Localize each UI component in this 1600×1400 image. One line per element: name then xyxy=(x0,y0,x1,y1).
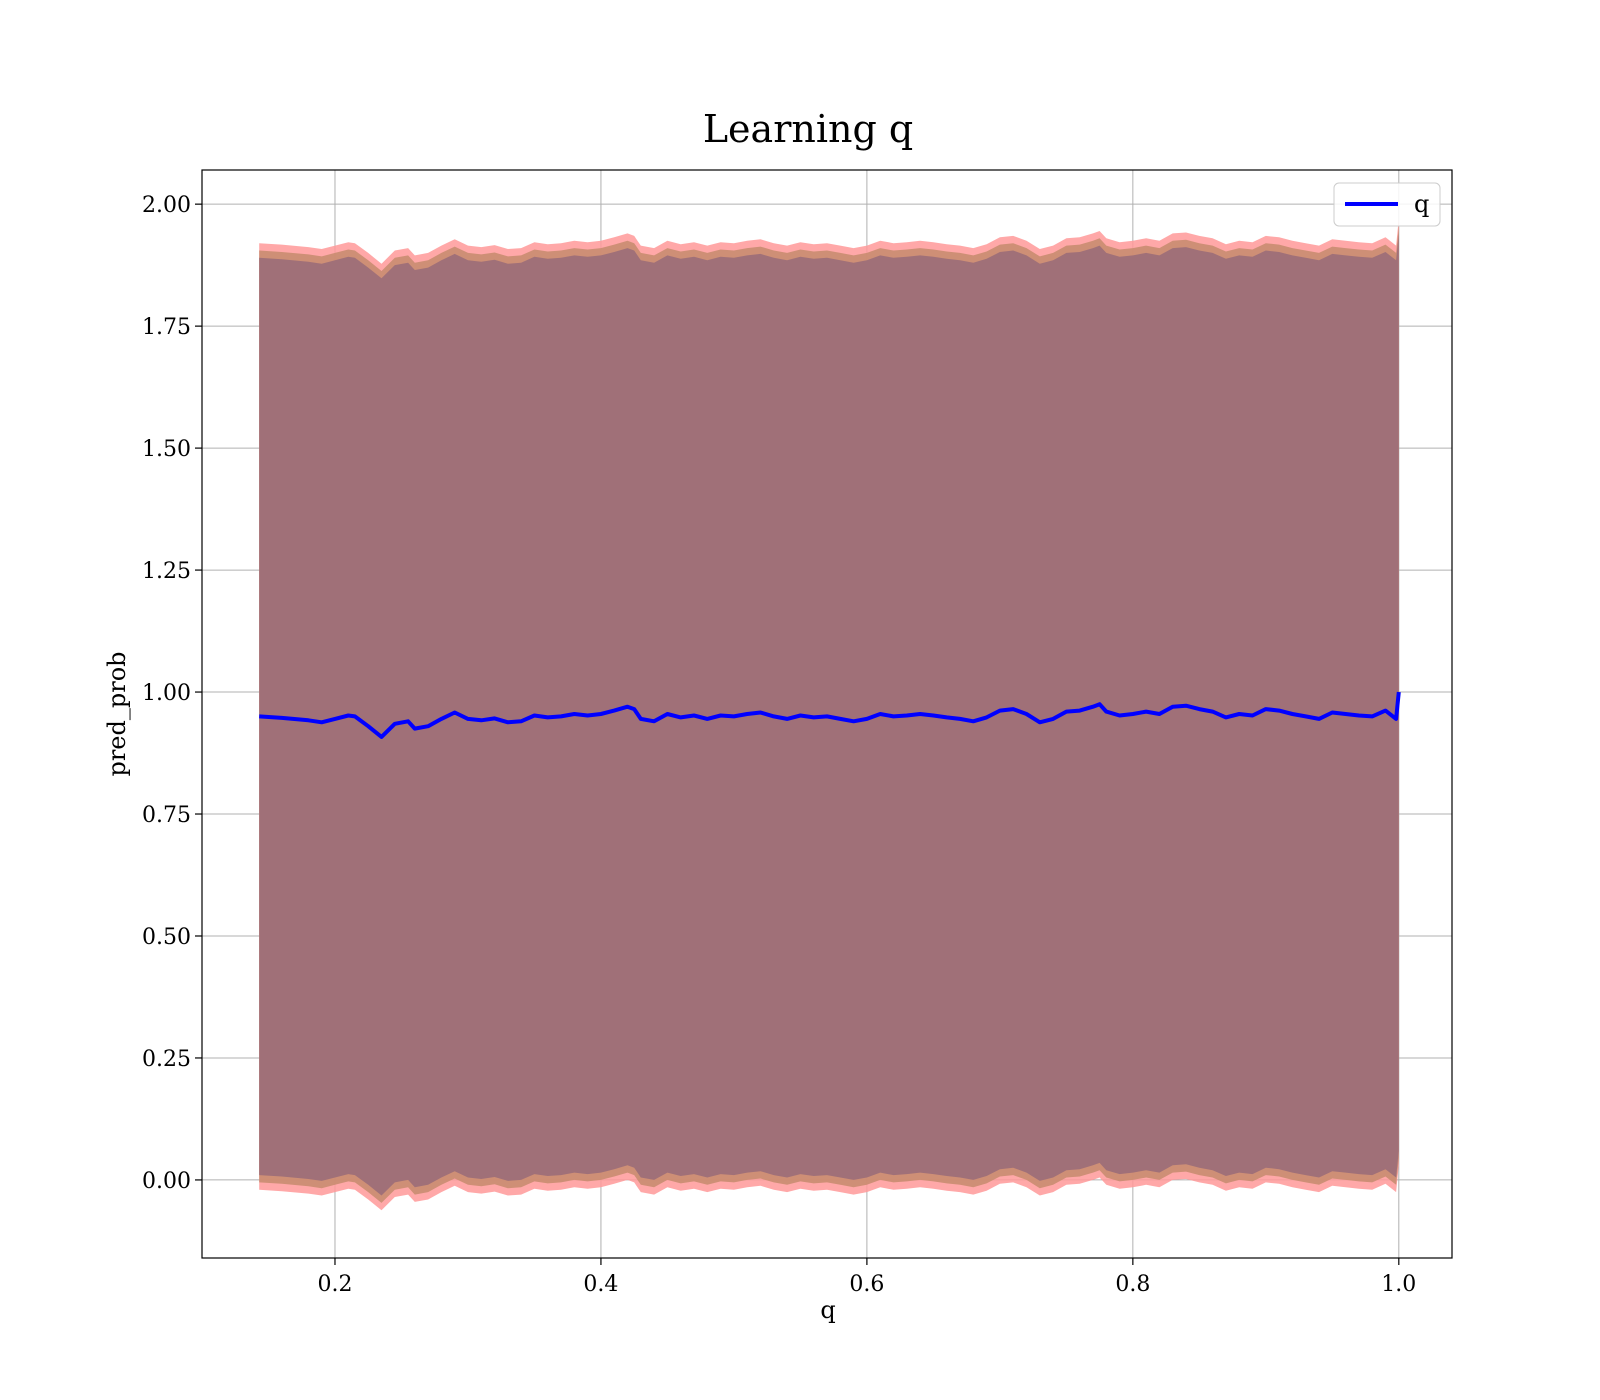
y-tick-label: 1.75 xyxy=(142,315,191,340)
y-axis-label: pred_prob xyxy=(103,651,131,776)
x-tick-label: 0.8 xyxy=(1115,1272,1150,1297)
y-tick-label: 1.00 xyxy=(142,681,191,706)
band-inner xyxy=(259,233,1399,1196)
x-tick-label: 0.4 xyxy=(583,1272,618,1297)
chart-title: Learning q xyxy=(703,107,913,151)
y-tick-label: 0.25 xyxy=(142,1047,191,1072)
x-tick-label: 0.2 xyxy=(317,1272,352,1297)
legend-label-q: q xyxy=(1414,190,1429,218)
x-ticks: 0.2 0.4 0.6 0.8 1.0 xyxy=(317,1258,1416,1297)
x-axis-label: q xyxy=(820,1296,835,1324)
series-lines xyxy=(259,691,1401,739)
y-ticks: 0.00 0.25 0.50 0.75 1.00 1.25 1.50 1.75 2.00 xyxy=(142,193,202,1194)
x-tick-label: 1.0 xyxy=(1381,1272,1416,1297)
y-tick-label: 1.50 xyxy=(142,437,191,462)
y-tick-label: 0.50 xyxy=(142,925,191,950)
axes-border xyxy=(201,169,1453,1259)
axes-frame xyxy=(201,169,1453,1259)
series-line-q xyxy=(259,691,1401,739)
x-tick-label: 0.6 xyxy=(849,1272,884,1297)
confidence-bands xyxy=(259,218,1399,1211)
y-tick-label: 1.25 xyxy=(142,559,191,584)
y-tick-label: 2.00 xyxy=(142,193,191,218)
y-tick-label: 0.00 xyxy=(142,1169,191,1194)
legend: q xyxy=(1333,182,1441,227)
y-tick-label: 0.75 xyxy=(142,803,191,828)
